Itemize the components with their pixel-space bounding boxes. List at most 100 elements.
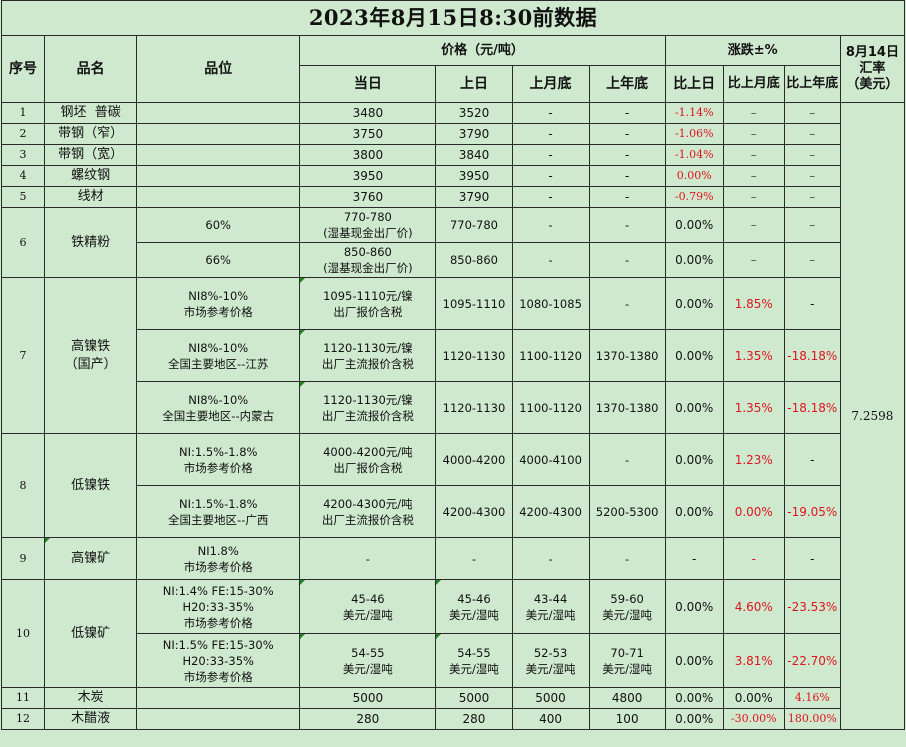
row-seq: 3	[0, 144, 46, 166]
row-change-vs-prev-day: 0.00%	[664, 633, 724, 688]
table-body: 1 钢坯 普碳 3480 3520- - -1.14% – –7.2598 2 带钢（窄） 3750…	[0, 102, 906, 730]
row-price-prev-year-end: 59-60 美元/湿吨	[588, 579, 666, 634]
row-price-prev-day: 4200-4300	[435, 485, 513, 538]
table-row: 6 铁精粉 60% 770-780 (湿基现金出厂价) 770-780- -0.00% – –	[0, 207, 905, 278]
row-price-prev-day: 45-46 美元/湿吨	[435, 579, 513, 634]
row-price-today: 1120-1130元/镍 出厂主流报价含税	[299, 329, 437, 382]
fx-unit: （美元）	[846, 77, 899, 92]
row-price-prev-year-end: -	[588, 123, 666, 145]
row-price-today: 4200-4300元/吨 出厂主流报价含税	[299, 485, 437, 538]
header-grade: 品位	[136, 35, 301, 103]
table-row: 11 木炭 5000 5000 5000 4800 0.00% 0.00% 4.16%	[0, 687, 905, 709]
row-seq: 12	[0, 708, 46, 730]
table-row: NI8%-10% 全国主要地区--江苏 1120-1130元/镍 出厂主流报价含税…	[2, 329, 905, 382]
row-price-prev-day: 850-860	[435, 242, 513, 278]
header-vs-prev-year-end: 比上年底	[783, 65, 841, 103]
row-change-vs-prev-year-end: –	[783, 144, 841, 166]
row-change-vs-prev-month-end: 1.85%	[722, 277, 785, 330]
row-change-vs-prev-month-end: 1.35%	[722, 329, 785, 382]
row-change-vs-prev-month-end: 1.35%	[722, 381, 785, 434]
row-change-vs-prev-month-end: 1.23%	[722, 433, 785, 486]
row-change-vs-prev-day: 0.00%	[664, 277, 724, 330]
row-change-vs-prev-year-end: -19.05%	[783, 485, 841, 538]
row-change-vs-prev-day: 0.00%	[664, 329, 724, 382]
row-price-prev-year-end: -	[588, 144, 666, 166]
row-grade: NI1.8% 市场参考价格	[136, 537, 301, 580]
row-price-prev-month-end: 4000-4100	[511, 433, 590, 486]
row-product-name: 带钢（窄）	[44, 123, 138, 145]
row-price-today: 45-46 美元/湿吨	[299, 579, 437, 634]
row-change-vs-prev-year-end: –	[783, 123, 841, 145]
row-product-name: 线材	[44, 186, 138, 208]
row-price-prev-month-end: 1100-1120	[511, 381, 590, 434]
row-price-prev-year-end: -	[588, 242, 666, 278]
row-price-prev-month-end: -	[511, 165, 590, 187]
row-product-name: 钢坯 普碳	[44, 102, 138, 124]
row-price-prev-month-end: -	[511, 102, 590, 124]
table-row: NI8%-10% 全国主要地区--内蒙古 1120-1130元/镍 出厂主流报价含…	[2, 381, 905, 434]
row-price-today: 280	[299, 708, 437, 730]
header-prev-month-end: 上月底	[511, 65, 590, 103]
row-product-name: 带钢（宽）	[44, 144, 138, 166]
row-price-prev-month-end: -	[511, 144, 590, 166]
row-grade: NI:1.5% FE:15-30% H20:33-35% 市场参考价格	[136, 633, 301, 688]
row-seq: 2	[0, 123, 46, 145]
header-change-group: 涨跌±%	[664, 35, 841, 66]
row-price-prev-day: 1120-1130	[435, 381, 513, 434]
table-row: 1 钢坯 普碳 3480 3520- - -1.14% – –7.2598	[0, 102, 906, 730]
row-price-prev-day: 3840	[435, 144, 513, 166]
row-change-vs-prev-day: -0.79%	[664, 186, 724, 208]
row-change-vs-prev-year-end: 180.00%	[783, 708, 841, 730]
row-change-vs-prev-year-end: 4.16%	[783, 687, 841, 709]
row-change-vs-prev-year-end: -	[783, 537, 841, 580]
row-seq: 7	[0, 277, 46, 434]
row-price-today: 850-860 (湿基现金出厂价)	[299, 242, 437, 278]
row-price-prev-year-end: -	[588, 165, 666, 187]
row-price-today: -	[299, 537, 437, 580]
row-price-prev-day: 280	[435, 708, 513, 730]
row-change-vs-prev-day: -1.04%	[664, 144, 724, 166]
row-change-vs-prev-day: -1.14%	[664, 102, 724, 124]
row-price-prev-day: 3790	[435, 123, 513, 145]
row-price-prev-day: 4000-4200	[435, 433, 513, 486]
row-price-prev-month-end: 5000	[511, 687, 590, 709]
row-price-today: 3480	[299, 102, 437, 124]
table-row: 7 高镍铁 （国产） NI8%-10% 市场参考价格 1095-1110元/镍 出厂报…	[0, 277, 905, 434]
table-row: 12 木醋液 280 280 400 100 0.00% -30.00% 180.00%	[0, 708, 905, 730]
row-price-prev-month-end: -	[511, 186, 590, 208]
row-grade: NI:1.5%-1.8% 市场参考价格	[136, 433, 301, 486]
row-price-today: 4000-4200元/吨 出厂报价含税	[299, 433, 437, 486]
table-row: 5 线材 3760 3790- - -0.79% – –	[0, 186, 905, 208]
table-row: 10 低镍矿 NI:1.4% FE:15-30% H20:33-35% 市场参考价格…	[0, 579, 905, 688]
row-product-name: 螺纹钢	[44, 165, 138, 187]
row-price-prev-month-end: -	[511, 537, 590, 580]
row-grade: NI:1.5%-1.8% 全国主要地区--广西	[136, 485, 301, 538]
row-product-name: 低镍铁	[44, 433, 138, 538]
row-price-prev-day: 1120-1130	[435, 329, 513, 382]
row-grade	[136, 144, 301, 166]
row-price-prev-month-end: -	[511, 123, 590, 145]
row-grade	[136, 102, 301, 124]
row-price-today: 1095-1110元/镍 出厂报价含税	[299, 277, 437, 330]
row-price-today: 770-780 (湿基现金出厂价)	[299, 207, 437, 243]
row-change-vs-prev-month-end: 3.81%	[722, 633, 785, 688]
row-grade	[136, 186, 301, 208]
row-grade	[136, 708, 301, 730]
row-price-prev-day: 770-780	[435, 207, 513, 243]
row-change-vs-prev-month-end: 0.00%	[722, 485, 785, 538]
row-change-vs-prev-year-end: -22.70%	[783, 633, 841, 688]
row-change-vs-prev-day: 0.00%	[664, 485, 724, 538]
row-product-name: 木炭	[44, 687, 138, 709]
row-change-vs-prev-month-end: 4.60%	[722, 579, 785, 634]
row-price-prev-year-end: 5200-5300	[588, 485, 666, 538]
row-change-vs-prev-day: 0.00%	[664, 242, 724, 278]
table-row: NI:1.5%-1.8% 全国主要地区--广西 4200-4300元/吨 出厂主流…	[2, 485, 905, 538]
row-price-prev-year-end: 1370-1380	[588, 381, 666, 434]
row-price-prev-day: -	[435, 537, 513, 580]
row-change-vs-prev-year-end: -18.18%	[783, 329, 841, 382]
row-price-prev-month-end: 4200-4300	[511, 485, 590, 538]
table-row: 9 高镍矿 NI1.8% 市场参考价格 - - - - - - -	[0, 537, 905, 580]
row-change-vs-prev-day: 0.00%	[664, 708, 724, 730]
row-product-name: 铁精粉	[44, 207, 138, 278]
row-price-prev-day: 5000	[435, 687, 513, 709]
